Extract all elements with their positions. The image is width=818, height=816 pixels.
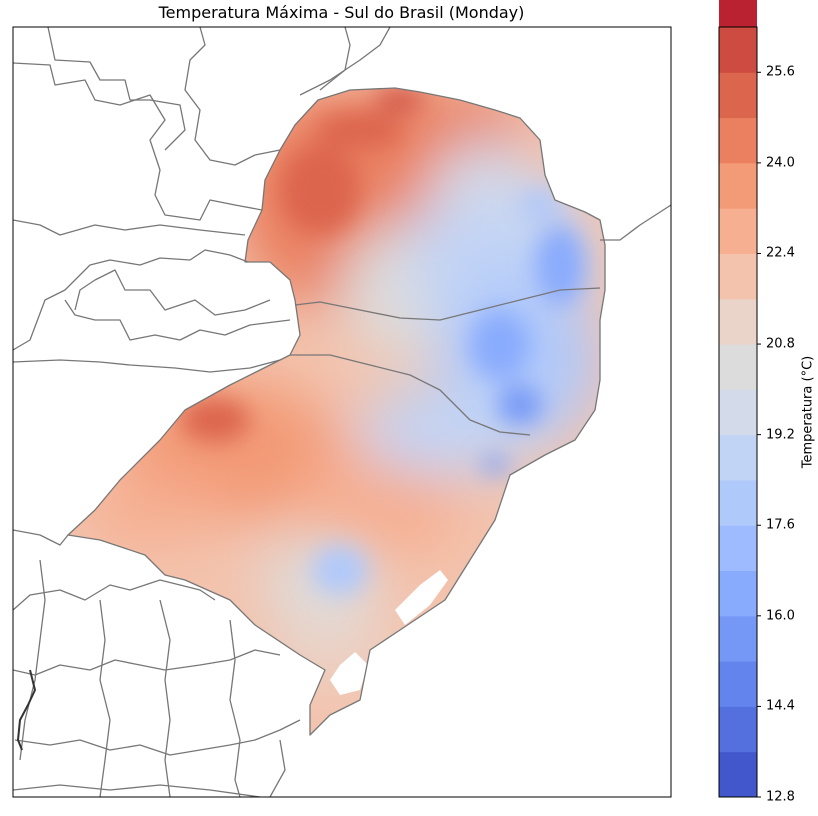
colorbar-tick-label: 16.0 bbox=[766, 608, 795, 624]
colorbar-tick-label: 14.4 bbox=[766, 698, 795, 714]
colorbar-band bbox=[719, 162, 757, 209]
border-north-1 bbox=[319, 27, 351, 91]
colorbar-band bbox=[719, 72, 757, 119]
border-north-2 bbox=[299, 27, 391, 96]
border-south-1 bbox=[13, 529, 69, 546]
colorbar-band bbox=[719, 661, 757, 707]
border-west-7 bbox=[74, 269, 271, 316]
border-pr-sc bbox=[294, 287, 601, 321]
colorbar-band bbox=[719, 706, 757, 753]
colorbar-tick-label: 20.8 bbox=[766, 336, 795, 352]
border-west-1 bbox=[13, 62, 263, 221]
colorbar-tick-label: 22.4 bbox=[766, 245, 795, 261]
colorbar-tick-label: 24.0 bbox=[766, 155, 795, 171]
colorbar-band bbox=[719, 615, 757, 662]
plot-frame bbox=[12, 26, 672, 798]
border-west-5 bbox=[13, 359, 281, 373]
colorbar-band bbox=[719, 525, 757, 572]
colorbar-tick-label: 12.8 bbox=[766, 789, 795, 805]
colorbar-band bbox=[719, 117, 757, 164]
colorbar-band bbox=[719, 434, 757, 481]
colorbar-tick-label: 19.2 bbox=[766, 427, 795, 443]
border-south-8 bbox=[229, 619, 241, 797]
border-south-7 bbox=[159, 599, 171, 797]
border-east-coast bbox=[600, 204, 671, 241]
colorbar-band bbox=[719, 751, 757, 798]
colorbar-band bbox=[719, 253, 757, 300]
colorbar-label: Temperatura (°C) bbox=[800, 355, 816, 469]
border-sc-rs bbox=[290, 354, 531, 436]
border-south-6 bbox=[99, 599, 111, 797]
colorbar-tick-label: 17.6 bbox=[766, 517, 795, 533]
coastal-lagoons bbox=[330, 570, 448, 695]
colorbar-band bbox=[719, 208, 757, 254]
colorbar-band bbox=[719, 0, 757, 28]
border-south-4 bbox=[14, 719, 301, 756]
border-west-3 bbox=[13, 219, 246, 236]
colorbar bbox=[719, 0, 761, 798]
border-south-9 bbox=[13, 784, 261, 797]
colorbar-band bbox=[719, 570, 757, 617]
border-river bbox=[17, 669, 36, 751]
colorbar-tick-label: 25.6 bbox=[766, 64, 795, 80]
border-south-2 bbox=[13, 579, 216, 611]
border-west-4 bbox=[13, 249, 249, 351]
colorbar-band bbox=[719, 389, 757, 436]
border-south-3 bbox=[13, 649, 281, 676]
borders bbox=[13, 27, 671, 797]
colorbar-band bbox=[719, 479, 757, 526]
colorbar-frame bbox=[718, 26, 758, 798]
map-title: Temperatura Máxima - Sul do Brasil (Mond… bbox=[158, 3, 525, 22]
border-north-3 bbox=[184, 27, 281, 166]
colorbar-band bbox=[719, 344, 757, 390]
border-south-10 bbox=[269, 739, 286, 797]
border-south-5 bbox=[19, 559, 46, 761]
border-west-6 bbox=[64, 299, 291, 341]
border-west-2 bbox=[47, 27, 186, 151]
colorbar-band bbox=[719, 27, 757, 73]
colorbar-band bbox=[719, 298, 757, 345]
southern-brazil-outline bbox=[67, 87, 606, 736]
